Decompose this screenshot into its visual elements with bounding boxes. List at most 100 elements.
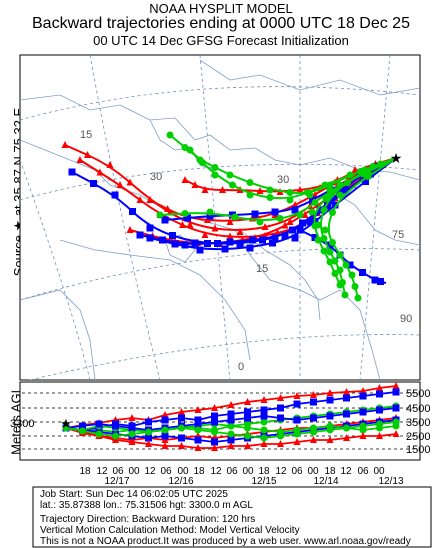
hour-tick: 00 [307,466,319,477]
trajectory-marker [194,406,202,413]
trajectory-marker [179,221,186,228]
hour-tick: 18 [258,466,270,477]
hour-tick: 06 [291,466,303,477]
trajectory-marker [326,258,334,266]
trajectory-marker [308,208,316,216]
trajectory-marker [269,239,276,247]
trajectory-marker [322,195,330,202]
trajectory-marker [221,245,229,253]
trajectory-marker [227,401,235,408]
trajectory-marker [261,223,269,230]
trajectory-marker [326,426,334,434]
trajectory-marker [309,196,316,204]
trajectory-marker [161,216,169,224]
trajectory-marker [96,168,104,176]
trajectory-marker [376,432,383,439]
hour-tick: 00 [373,466,385,477]
trajectory-marker [343,388,350,395]
trajectory-marker [326,436,334,443]
trajectory-marker [260,426,268,434]
grid-line [199,55,231,380]
trajectory-marker [199,159,206,166]
trajectory-marker [226,218,234,225]
trajectory-marker [351,166,359,173]
trajectory-marker [286,196,294,204]
trajectory-marker [277,440,284,447]
trajectory-marker [126,178,134,186]
trajectory-marker [201,186,209,193]
trajectory-marker [343,424,350,432]
trajectory-marker [296,211,304,219]
grid-label: 75 [392,229,404,241]
grid-label: 90 [400,313,412,325]
trajectory-marker [310,436,317,443]
trajectory-marker [251,210,259,218]
grid-line [29,334,420,380]
trajectory-marker [206,212,214,220]
trajectory-marker [376,406,383,414]
trajectory-marker [178,424,185,432]
trajectory-marker [376,384,383,391]
trajectory-marker [186,146,194,154]
trajectory-marker [161,426,169,434]
hour-tick: 12 [96,466,108,477]
trajectory-marker [324,202,331,210]
trajectory-marker [194,436,202,444]
date-tick-labels: 12/17 12/16 12/15 12/14 12/13 [104,476,403,487]
trajectory-marker [256,187,264,194]
trajectory-marker [359,387,367,394]
trajectory-marker [62,424,70,432]
trajectory-marker [343,434,350,441]
trajectory-marker [219,186,226,193]
coastline [199,59,420,96]
trajectory-marker [111,191,119,199]
height-tick: 1500 [406,444,430,456]
info-box [32,486,432,548]
trajectory-marker [211,404,218,411]
trajectory-marker [293,416,301,424]
trajectory-marker [392,388,400,396]
trajectory-marker [194,444,202,451]
trajectory-marker [246,191,254,199]
hour-tick: 18 [79,466,91,477]
height-tick: 4500 [406,403,430,415]
trajectory-marker [178,414,185,422]
trajectory-marker [191,181,199,188]
trajectory-marker [392,382,400,389]
trajectory-marker [178,442,185,449]
trajectory-marker [68,168,76,176]
trajectory-marker [293,392,301,399]
trajectory-marker [204,240,211,247]
trajectory-marker [211,164,219,171]
grid-line [20,159,91,380]
trajectory-marker [128,430,136,438]
trajectory-marker [354,294,362,302]
trajectory-marker [211,428,218,436]
trajectory-marker [227,436,235,444]
trajectory-marker [321,226,329,234]
trajectory-marker [211,171,219,179]
grid-label: 30 [277,174,289,186]
trajectory-marker [161,411,169,418]
trajectory-marker [277,414,284,422]
map-frame [19,54,421,381]
grid-label: 0 [238,361,244,373]
trajectory-marker [194,416,202,424]
grid-line [20,86,420,121]
trajectory-marker [260,396,268,403]
trajectory-marker [206,208,214,216]
trajectory-marker [136,196,144,203]
trajectory-marker [326,412,334,420]
trajectory-marker [184,214,191,222]
trajectory-marker [145,434,152,442]
trajectory-marker [376,390,383,398]
trajectory-marker [226,171,234,179]
info-direction: Trajectory Direction: Backward Duration:… [40,514,256,525]
trajectory-marker [116,181,124,188]
trajectory-marker [359,269,366,276]
trajectory-marker [346,261,354,269]
hour-tick: 00 [242,466,254,477]
trajectory-marker [196,246,204,254]
info-location: lat.: 35.87388 lon.: 75.31506 hgt: 3300.… [40,500,253,511]
